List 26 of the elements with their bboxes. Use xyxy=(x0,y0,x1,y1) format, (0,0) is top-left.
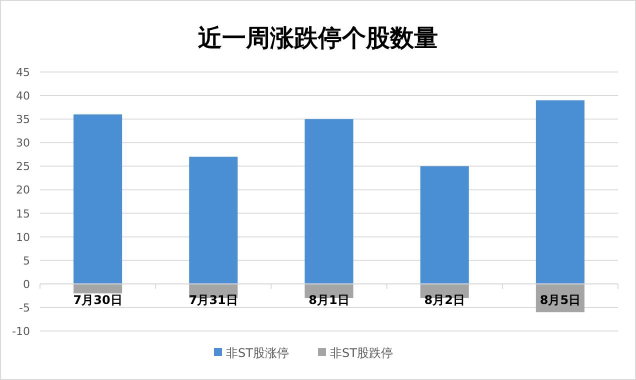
bar xyxy=(74,284,122,294)
y-tick-label: 45 xyxy=(16,66,30,79)
x-tick-label: 7月30日 xyxy=(73,292,122,307)
y-tick-label: 40 xyxy=(16,90,30,103)
bar xyxy=(304,119,354,284)
bar xyxy=(189,156,238,284)
bar xyxy=(74,114,122,284)
y-tick-label: -5 xyxy=(19,301,30,314)
y-tick-label: 15 xyxy=(16,207,30,220)
y-tick-label: 0 xyxy=(23,278,30,291)
x-tick-label: 8月1日 xyxy=(308,292,350,307)
y-tick-label: -10 xyxy=(12,325,30,338)
y-tick-label: 30 xyxy=(16,136,30,150)
chart-title: 近一周涨跌停个股数量 xyxy=(198,24,438,52)
x-tick-label: 8月5日 xyxy=(540,292,581,307)
legend-label: 非ST股跌停 xyxy=(330,346,393,360)
legend-label: 非ST股涨停 xyxy=(226,346,289,360)
y-tick-label: 25 xyxy=(16,160,30,174)
y-tick-label: 10 xyxy=(16,230,30,244)
bar xyxy=(420,166,469,284)
x-tick-label: 7月31日 xyxy=(188,292,238,307)
y-tick-label: 5 xyxy=(23,254,30,268)
x-tick-label: 8月2日 xyxy=(424,292,465,307)
y-tick-label: 20 xyxy=(16,184,30,197)
y-tick-label: 35 xyxy=(16,113,30,126)
bar xyxy=(536,100,584,284)
